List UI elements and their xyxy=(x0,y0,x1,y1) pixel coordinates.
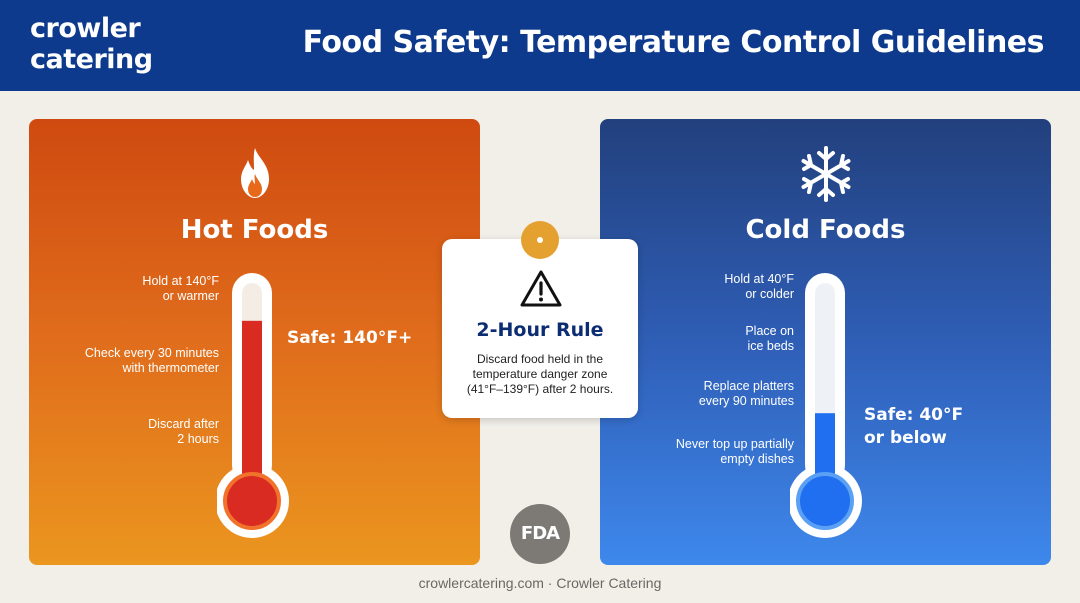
header-bar: crowler catering Food Safety: Temperatur… xyxy=(0,0,1080,91)
hot-note-hold: Hold at 140°F or warmer xyxy=(49,274,219,304)
note-line: Never top up partially xyxy=(675,437,794,451)
note-line: Hold at 140°F xyxy=(142,274,219,288)
footer-credit[interactable]: crowlercatering.com · Crowler Catering xyxy=(418,575,662,591)
rule-line: Discard food held in the xyxy=(476,352,604,366)
note-line: or warmer xyxy=(162,289,219,303)
two-hour-rule-title: 2-Hour Rule xyxy=(476,319,604,341)
cold-foods-panel: Cold Foods Hold at 40°F or colder Place … xyxy=(600,119,1051,565)
fda-badge-text: FDA xyxy=(520,523,560,544)
hot-foods-panel: Hot Foods Hold at 140°F or warmer Check … xyxy=(29,119,480,565)
cold-note-hold: Hold at 40°F or colder xyxy=(614,272,794,302)
hot-foods-title: Hot Foods xyxy=(180,215,329,245)
two-hour-rule-card: 2-Hour Rule Discard food held in the tem… xyxy=(442,239,638,418)
note-line: Place on xyxy=(745,324,794,338)
cold-thermometer-bulb xyxy=(796,472,854,530)
hot-note-discard: Discard after 2 hours xyxy=(49,417,219,447)
rule-line: (41°F–139°F) after 2 hours. xyxy=(466,382,614,396)
cold-note-ice: Place on ice beds xyxy=(614,324,794,354)
note-line: every 90 minutes xyxy=(698,394,794,408)
note-line: Check every 30 minutes xyxy=(84,346,219,360)
rule-pin-icon xyxy=(521,221,559,259)
page-title: Food Safety: Temperature Control Guideli… xyxy=(302,25,1045,60)
note-line: empty dishes xyxy=(720,452,794,466)
note-line: Discard after xyxy=(148,417,219,431)
cold-note-replace: Replace platters every 90 minutes xyxy=(614,379,794,409)
safe-line: Safe: 40°F xyxy=(864,405,964,425)
snowflake-icon xyxy=(801,146,851,202)
warning-triangle-icon xyxy=(520,270,562,307)
logo-line-2: catering xyxy=(30,44,153,75)
hot-safe-label: Safe: 140°F+ xyxy=(287,328,413,348)
cold-note-topup: Never top up partially empty dishes xyxy=(614,437,794,467)
note-line: ice beds xyxy=(747,339,794,353)
safe-line: or below xyxy=(864,428,947,448)
cold-thermometer xyxy=(790,273,862,538)
hot-thermometer-fill xyxy=(242,320,262,493)
logo-line-1: crowler xyxy=(30,13,141,44)
note-line: or colder xyxy=(745,287,794,301)
note-line: Replace platters xyxy=(703,379,794,393)
note-line: with thermometer xyxy=(122,361,219,375)
two-hour-rule-text: Discard food held in the temperature dan… xyxy=(450,352,630,397)
cold-foods-title: Cold Foods xyxy=(745,215,906,245)
hot-note-check: Check every 30 minutes with thermometer xyxy=(49,346,219,376)
fda-badge: FDA xyxy=(510,504,570,564)
cold-safe-label: Safe: 40°F or below xyxy=(864,404,984,450)
note-line: 2 hours xyxy=(177,432,219,446)
flame-icon xyxy=(241,148,269,198)
hot-thermometer xyxy=(217,273,289,538)
hot-thermometer-bulb xyxy=(223,472,281,530)
note-line: Hold at 40°F xyxy=(724,272,794,286)
brand-logo[interactable]: crowler catering xyxy=(30,13,153,75)
rule-line: temperature danger zone xyxy=(472,367,608,381)
